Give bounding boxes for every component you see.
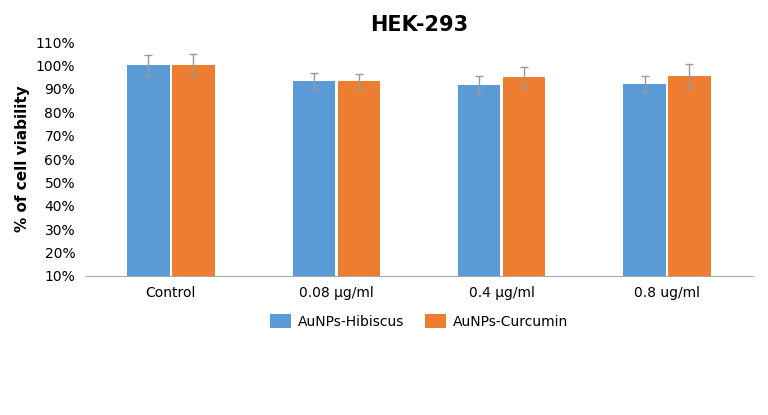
Bar	[668, 76, 710, 276]
Legend: AuNPs-Hibiscus, AuNPs-Curcumin: AuNPs-Hibiscus, AuNPs-Curcumin	[264, 309, 574, 334]
Bar	[293, 81, 335, 276]
Bar	[503, 77, 545, 276]
Bar	[458, 85, 500, 276]
Bar	[127, 66, 170, 276]
Bar	[338, 81, 380, 276]
Bar	[624, 84, 666, 276]
Title: HEK-293: HEK-293	[370, 15, 468, 35]
Bar	[172, 66, 214, 276]
Y-axis label: % of cell viability: % of cell viability	[15, 85, 30, 232]
